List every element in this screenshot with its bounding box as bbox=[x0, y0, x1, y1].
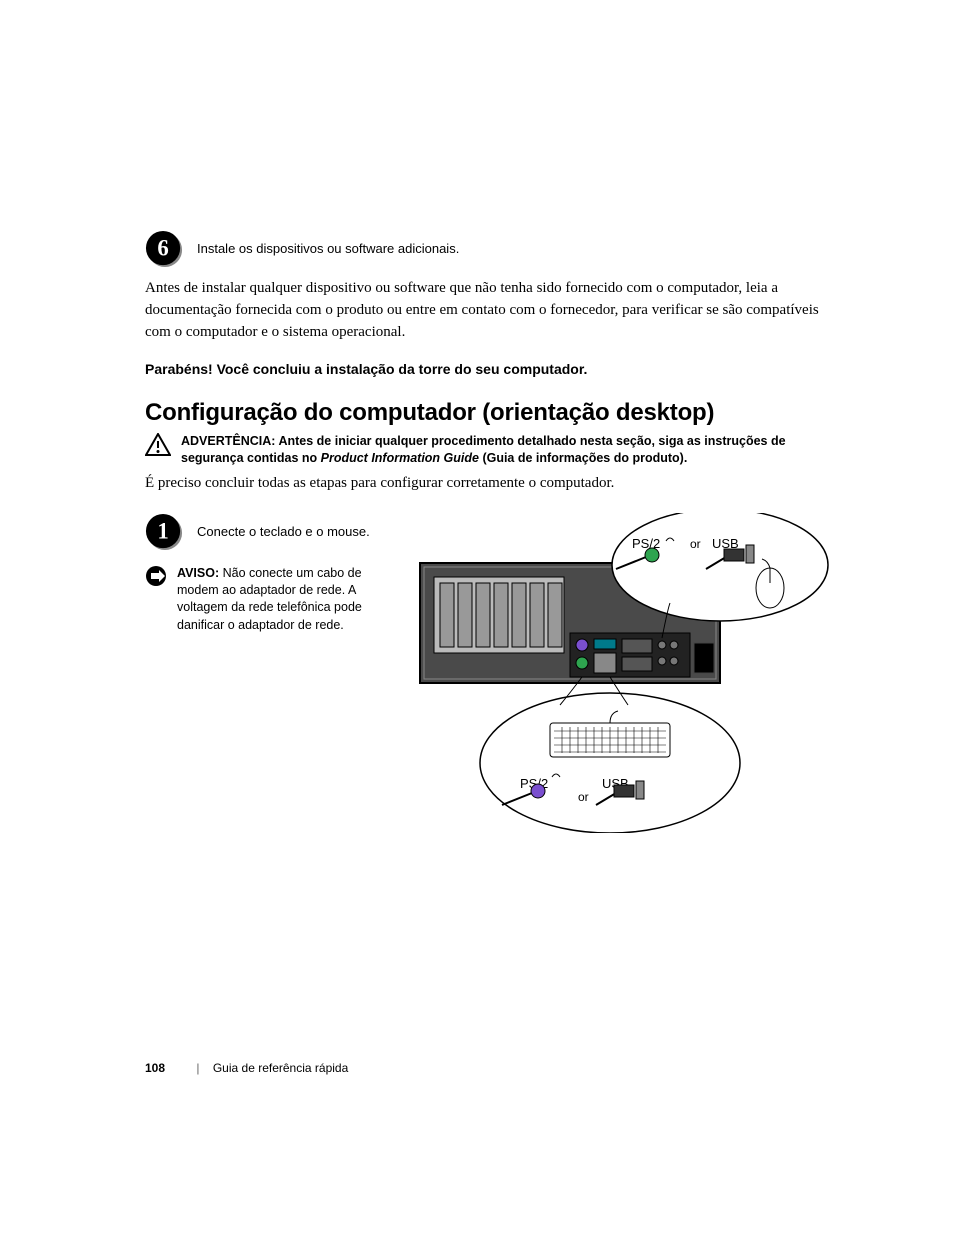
advertencia-row: ADVERTÊNCIA: Antes de iniciar qualquer p… bbox=[145, 433, 844, 467]
advertencia-label: ADVERTÊNCIA: bbox=[181, 434, 275, 448]
step-6-row: 6 Instale os dispositivos ou software ad… bbox=[145, 230, 844, 268]
step-1-block: 1 Conecte o teclado e o mouse. AVISO: Nã… bbox=[145, 513, 844, 838]
top-or-label: or bbox=[690, 537, 701, 551]
step-1-row: 1 Conecte o teclado e o mouse. bbox=[145, 513, 390, 551]
step-1-number: 1 bbox=[157, 518, 168, 543]
advertencia-text: ADVERTÊNCIA: Antes de iniciar qualquer p… bbox=[181, 433, 844, 467]
bottom-or-label: or bbox=[578, 790, 589, 804]
step-6-label: Instale os dispositivos ou software adic… bbox=[197, 230, 459, 258]
step-6-badge-icon: 6 bbox=[145, 230, 183, 268]
page-footer: 108 | Guia de referência rápida bbox=[145, 1061, 348, 1075]
paragraph-complete-steps: É preciso concluir todas as etapas para … bbox=[145, 473, 844, 495]
step-1-label: Conecte o teclado e o mouse. bbox=[197, 513, 370, 541]
warning-triangle-icon bbox=[145, 433, 171, 457]
step-6-number: 6 bbox=[157, 236, 168, 261]
footer-title: Guia de referência rápida bbox=[213, 1061, 348, 1075]
congrats-text: Parabéns! Você concluiu a instalação da … bbox=[145, 361, 844, 377]
aviso-row: AVISO: Não conecte um cabo de modem ao a… bbox=[145, 565, 390, 634]
aviso-label: AVISO: bbox=[177, 566, 219, 580]
page-number: 108 bbox=[145, 1061, 165, 1075]
section-heading: Configuração do computador (orientação d… bbox=[145, 399, 844, 427]
aviso-text-block: AVISO: Não conecte um cabo de modem ao a… bbox=[177, 565, 390, 634]
step-1-badge-icon: 1 bbox=[145, 513, 183, 551]
notice-arrow-icon bbox=[145, 565, 167, 587]
advertencia-part2: (Guia de informações do produto). bbox=[479, 451, 687, 465]
advertencia-italic: Product Information Guide bbox=[321, 451, 479, 465]
paragraph-install-warning: Antes de instalar qualquer dispositivo o… bbox=[145, 278, 844, 343]
desktop-connection-diagram: PS/2 or USB bbox=[410, 513, 840, 833]
footer-separator: | bbox=[196, 1061, 199, 1075]
